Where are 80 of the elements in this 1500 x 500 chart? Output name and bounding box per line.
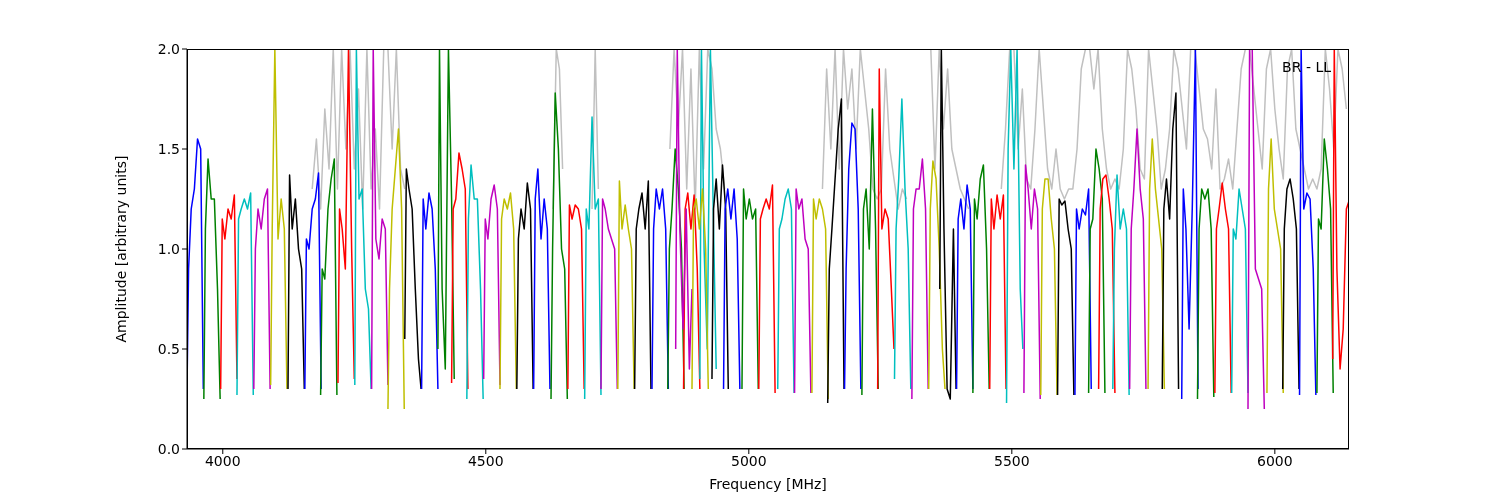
- y-tick-label: 2.0: [157, 40, 180, 57]
- line-series: [972, 164, 990, 394]
- line-series: [1316, 138, 1334, 394]
- line-series: [1097, 174, 1116, 394]
- line-series: [516, 182, 534, 390]
- x-tick-label: 4000: [204, 452, 241, 469]
- line-series: [861, 108, 879, 396]
- y-tick-label: 1.0: [157, 240, 180, 257]
- line-series: [633, 180, 652, 390]
- line-series: [793, 188, 812, 394]
- line-series: [927, 160, 946, 390]
- line-series: [404, 168, 422, 390]
- x-tick-label: 4500: [467, 452, 504, 469]
- line-series: [988, 194, 1007, 390]
- line-series: [287, 174, 306, 390]
- line-series: [269, 49, 288, 390]
- line-series: [354, 49, 372, 390]
- line-series: [437, 49, 455, 380]
- line-series: [911, 158, 929, 400]
- line-series: [876, 68, 895, 390]
- line-series: [722, 188, 741, 390]
- line-series: [1161, 92, 1180, 390]
- y-axis-title: Amplitude [arbitrary units]: [112, 155, 129, 343]
- line-series: [699, 49, 717, 380]
- line-series: [1056, 198, 1075, 396]
- line-series: [319, 158, 338, 396]
- line-series: [1023, 164, 1041, 400]
- x-tick-label: 5000: [730, 452, 767, 469]
- x-tick-label: 6000: [1257, 452, 1293, 469]
- line-series: [450, 152, 469, 390]
- line-series: [567, 204, 585, 390]
- line-series: [499, 192, 518, 390]
- line-series: [1112, 174, 1130, 396]
- line-series: [550, 92, 569, 400]
- line-series: [1040, 178, 1058, 396]
- line-series: [691, 188, 710, 390]
- x-tick-label: 5500: [993, 452, 1030, 469]
- y-tick-label: 0.0: [157, 440, 180, 457]
- line-series: [1147, 138, 1166, 390]
- y-tick-label: 0.5: [157, 340, 180, 357]
- line-series: [826, 98, 845, 404]
- line-series: [253, 188, 271, 390]
- line-series: [583, 116, 602, 400]
- line-series: [939, 49, 957, 400]
- line-series: [387, 128, 405, 410]
- line-series: [1196, 188, 1215, 400]
- line-series: [219, 194, 238, 390]
- x-axis-title: Frequency [MHz]: [709, 476, 827, 492]
- line-series: [811, 198, 829, 400]
- line-series: [420, 192, 439, 390]
- line-series: [1005, 49, 1024, 404]
- line-series: [236, 192, 255, 396]
- line-series: [1128, 128, 1147, 390]
- line-series: [955, 184, 974, 390]
- line-series: [674, 49, 693, 370]
- line-series: [776, 188, 795, 394]
- line-series: [758, 184, 776, 394]
- line-series: [843, 122, 862, 390]
- line-series: [651, 188, 670, 390]
- line-series: [466, 164, 484, 400]
- line-series: [304, 172, 322, 390]
- line-series: [1331, 49, 1349, 370]
- line-series: [1247, 49, 1266, 410]
- line-series: [617, 180, 635, 390]
- line-series: [1266, 138, 1284, 394]
- line-series: [893, 98, 912, 390]
- line-series: [370, 49, 389, 390]
- line-series: [1214, 182, 1232, 394]
- line-series: [600, 198, 619, 390]
- line-series: [1180, 49, 1199, 400]
- line-series: [1074, 188, 1092, 396]
- line-series: [741, 188, 760, 390]
- line-series: [337, 49, 356, 384]
- line-series: [1230, 188, 1249, 394]
- line-series: [711, 164, 730, 390]
- line-series: [1087, 148, 1106, 394]
- line-series: [203, 158, 221, 400]
- line-series: [1281, 178, 1300, 390]
- y-tick-label: 1.5: [157, 140, 180, 157]
- line-series: [532, 168, 551, 390]
